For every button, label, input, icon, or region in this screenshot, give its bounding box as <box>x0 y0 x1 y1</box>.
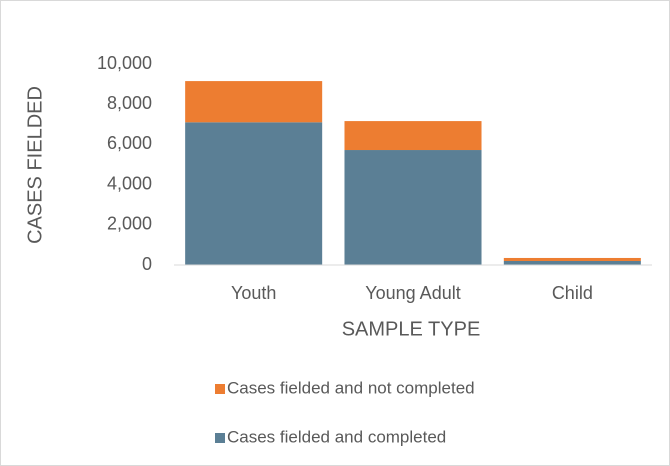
y-tick-label: 2,000 <box>107 214 152 234</box>
y-axis-title: CASES FIELDED <box>24 86 46 244</box>
y-tick-label: 10,000 <box>97 53 152 73</box>
legend-swatch <box>215 384 225 394</box>
bar-segment <box>344 121 482 151</box>
legend-label: Cases fielded and not completed <box>227 378 475 397</box>
x-tick-label: Young Adult <box>365 283 460 303</box>
bar-segment <box>185 122 323 265</box>
y-tick-label: 0 <box>142 254 152 274</box>
x-axis-title: SAMPLE TYPE <box>342 318 481 340</box>
bar-segment <box>503 257 641 261</box>
x-tick-label: Youth <box>231 283 276 303</box>
bar-segment <box>503 260 641 265</box>
y-tick-label: 6,000 <box>107 133 152 153</box>
y-tick-label: 4,000 <box>107 173 152 193</box>
y-tick-label: 8,000 <box>107 93 152 113</box>
legend-swatch <box>215 433 225 443</box>
bar-segment <box>344 150 482 265</box>
x-tick-label: Child <box>552 283 593 303</box>
legend-label: Cases fielded and completed <box>227 427 446 446</box>
bar-segment <box>185 81 323 123</box>
